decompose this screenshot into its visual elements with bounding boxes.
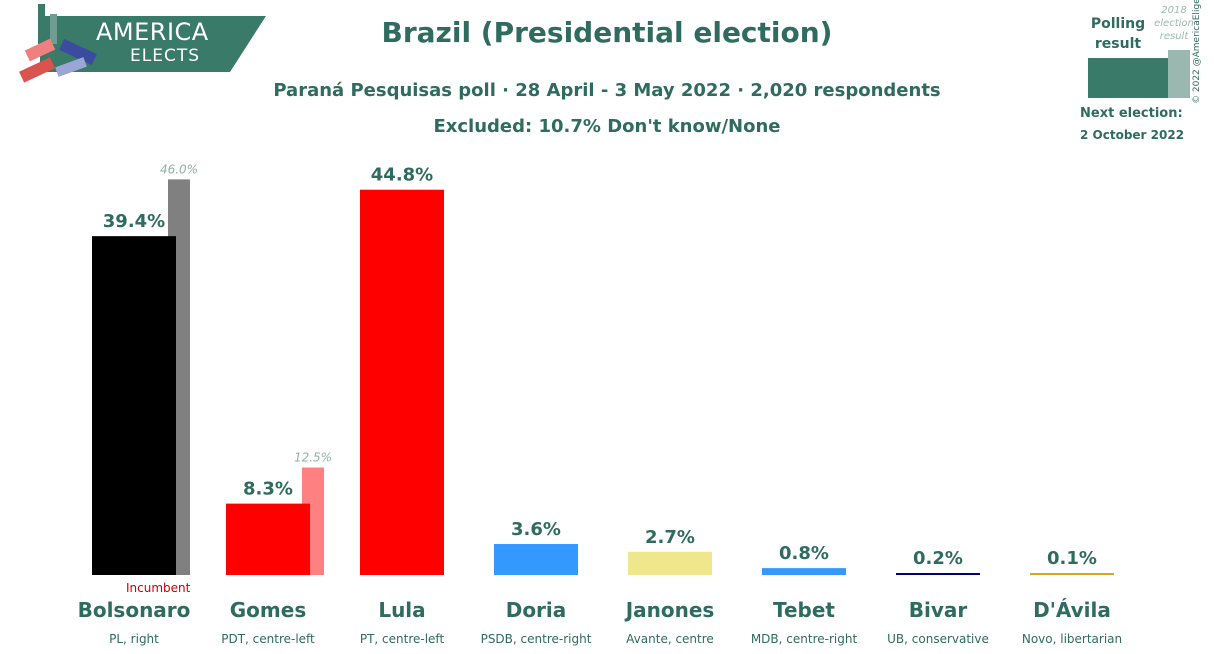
next-election-date: 2 October 2022 (1080, 128, 1185, 142)
party-label-bolsonaro: PL, right (109, 632, 159, 646)
party-label-lula: PT, centre-left (359, 632, 445, 646)
excluded-note: Excluded: 10.7% Don't know/None (433, 116, 781, 137)
bar-dvila (1030, 573, 1114, 575)
logo-mark (19, 4, 97, 83)
previous-label-bolsonaro: 46.0% (160, 162, 198, 176)
party-label-doria: PSDB, centre-right (480, 632, 592, 646)
value-label-tebet: 0.8% (779, 543, 829, 564)
candidate-name-doria: Doria (505, 598, 567, 622)
value-label-bolsonaro: 39.4% (103, 211, 165, 232)
party-label-dvila: Novo, libertarian (1021, 632, 1123, 646)
party-label-gomes: PDT, centre-left (221, 632, 315, 646)
value-label-bivar: 0.2% (913, 548, 963, 569)
candidate-name-dvila: D'Ávila (1033, 598, 1111, 622)
next-election-label: Next election: (1080, 106, 1183, 121)
legend-polling-swatch (1088, 58, 1168, 98)
incumbent-label: Incumbent (126, 581, 191, 595)
bar-janones (628, 551, 712, 575)
candidate-name-bivar: Bivar (908, 598, 968, 622)
value-label-doria: 3.6% (511, 519, 561, 540)
bar-lula (360, 189, 444, 575)
party-label-bivar: UB, conservative (887, 632, 989, 646)
logo-text-america: AMERICA (96, 18, 209, 46)
legend-polling-label: Polling result (1090, 16, 1146, 52)
candidate-name-bolsonaro: Bolsonaro (77, 598, 191, 622)
chart-subtitle: Paraná Pesquisas poll · 28 April - 3 May… (273, 80, 941, 101)
legend-previous-swatch (1168, 50, 1190, 98)
party-label-tebet: MDB, centre-right (750, 632, 858, 646)
bar-gomes (226, 503, 310, 575)
value-label-dvila: 0.1% (1047, 548, 1097, 569)
value-label-gomes: 8.3% (243, 479, 293, 500)
value-label-janones: 2.7% (645, 527, 695, 548)
bar-bolsonaro (92, 236, 176, 575)
legend-previous-label: 2018 election result (1154, 5, 1194, 42)
bar-doria (494, 544, 578, 575)
value-label-lula: 44.8% (371, 165, 433, 186)
bar-tebet (762, 568, 846, 575)
candidate-name-tebet: Tebet (773, 598, 835, 622)
candidate-name-gomes: Gomes (229, 598, 307, 622)
party-label-janones: Avante, centre (626, 632, 714, 646)
candidate-name-janones: Janones (625, 598, 715, 622)
previous-label-gomes: 12.5% (294, 451, 332, 465)
logo-banner (40, 16, 266, 72)
candidate-name-lula: Lula (378, 598, 426, 622)
logo-text-elects: ELECTS (130, 46, 200, 66)
chart-title: Brazil (Presidential election) (381, 16, 833, 49)
bar-bivar (896, 573, 980, 575)
